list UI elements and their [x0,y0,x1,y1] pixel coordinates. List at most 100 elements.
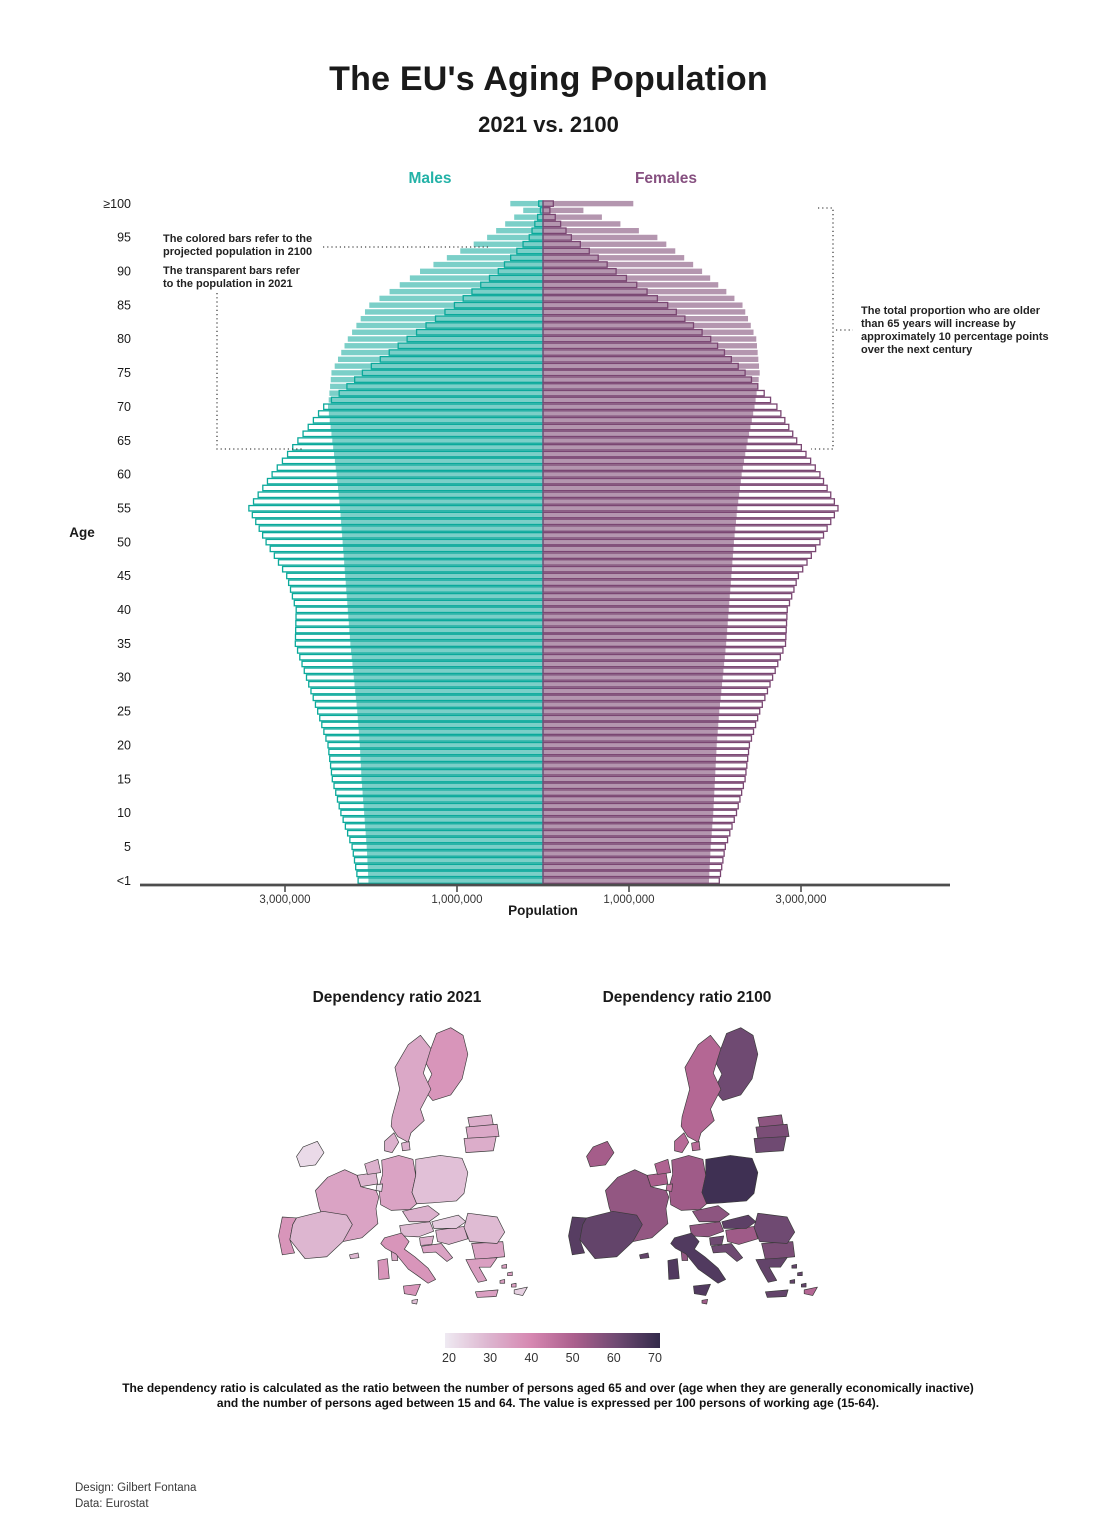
bar-females-2021-age-65 [542,437,798,444]
bar-males-2100-age-6 [366,837,544,843]
bar-females-2100-age-9 [543,816,713,823]
bar-females-2021-age-54 [542,511,836,519]
map-2021-country-slovakia [431,1214,467,1229]
bar-females-2021-age-73 [542,383,759,390]
bar-females-2021-age-6 [542,836,729,844]
age-tick-label-90: 90 [117,265,131,279]
bar-males-2100-age-79 [344,343,544,349]
bar-females-2100-age-27 [543,695,721,701]
age-tick-label-55: 55 [117,502,131,516]
bar-females-2021-age-43 [542,586,795,593]
bar-males-2100-age-14 [362,783,543,789]
age-tick-label-85: 85 [117,298,131,312]
bar-females-2021-age-69 [542,410,782,417]
bar-females-2021-age-23 [542,721,757,729]
bar-females-2100-age-16 [543,769,716,775]
bar-females-2021-age-71 [542,396,772,404]
bar-females-2100-age-85 [543,302,743,308]
bar-females-2021-age-67 [542,423,790,431]
bar-females-2021-age-40 [542,606,788,614]
bar-males-2100-age-86 [379,295,543,302]
bar-females-2021-age-92 [542,254,599,262]
bar-females-2021-age-2 [542,863,723,871]
bar-males-2100-age-13 [362,789,544,796]
map-2021-country-malta [411,1299,418,1305]
leader-transparent-bars [216,293,304,450]
map-2021-country-slovenia [419,1235,435,1246]
map-2021-country-latvia [465,1123,500,1139]
x-tick-label: 3,000,000 [775,894,826,906]
bar-males-2100-age-50 [342,539,543,545]
bar-males-2100-age-69 [328,410,543,417]
bar-males-2100-age-42 [346,593,543,599]
bar-males-2100-age-25 [357,708,543,715]
bar-females-2021-age-22 [542,728,755,736]
bar-females-2021-age-25 [542,708,761,715]
bar-females-2100-age-57 [543,492,740,498]
bar-females-2021-age-24 [542,714,759,722]
bar-males-2100-age-23 [358,722,544,728]
bar-females-2021-age-80 [542,335,712,343]
bar-females-2100-age-44 [543,580,731,586]
bar-females-2021-age-47 [542,559,808,566]
bar-females-2021-age-66 [542,430,794,438]
bar-males-2100-age-4 [367,850,544,857]
map-2021-country-hungary [435,1226,469,1245]
bar-males-2100-age-100 [510,200,543,207]
bar-females-2021-age-28 [542,687,769,695]
bar-females-2100-age-31 [543,668,724,674]
age-tick-label-40: 40 [117,603,131,617]
bar-females-2021-age-49 [542,545,817,553]
bar-males-2100-age-57 [338,492,544,498]
bar-females-2021-age-56 [542,498,836,505]
bar-females-2100-age-29 [543,681,723,687]
bar-males-2100-age-89 [409,275,544,281]
bar-females-2021-age-81 [542,328,703,336]
bar-females-2021-age-85 [542,301,669,309]
map-2100-country-czechia [692,1205,730,1223]
bar-males-2100-age-8 [365,823,544,830]
bar-females-2100-age-24 [543,715,719,721]
bar-females-2100-age-20 [543,742,717,748]
bar-females-2021-age-51 [542,531,825,539]
age-tick-label-35: 35 [117,637,131,651]
bar-females-2021-age-12 [542,796,741,803]
bar-females-2021-age-75 [542,369,746,377]
bar-males-2100-age-32 [352,661,544,667]
bar-females-2100-age-40 [543,607,729,613]
bar-females-2021-age-76 [542,362,739,370]
bar-females-2100-age-88 [543,282,719,288]
bar-males-2100-age-3 [367,857,543,863]
bar-females-2021-age-100 [542,200,554,207]
bar-females-2100-age-80 [543,336,757,342]
bar-females-2021-age-96 [542,227,567,235]
bar-females-2021-age-11 [542,802,739,810]
age-tick-label-20: 20 [117,738,131,752]
males-label: Males [408,170,452,187]
bar-females-2100-age-45 [543,573,732,579]
bar-males-2100-age-61 [335,464,543,471]
map-2021-country-bulgaria [471,1241,506,1260]
bar-males-2100-age-47 [344,559,543,566]
bar-females-2021-age-5 [542,843,726,851]
bar-females-2021-age-94 [542,240,581,248]
bar-females-2021-age-21 [542,735,753,742]
bracket-over-65 [811,207,834,450]
bar-males-2100-age-7 [365,830,543,836]
bar-females-2021-age-36 [542,633,787,641]
map-2021-country-netherlands [364,1158,382,1175]
bar-females-2100-age-73 [543,383,758,390]
bar-females-2100-age-48 [543,552,733,559]
bar-females-2100-age-4 [543,850,711,857]
bar-females-2100-age-83 [543,316,749,322]
bar-females-2100-age-49 [543,546,734,552]
bar-females-2021-age-30 [542,674,774,681]
bar-females-2100-age-54 [543,512,737,518]
bar-females-2100-age-84 [543,309,746,315]
bar-females-2100-age-41 [543,600,730,606]
bar-males-2100-age-21 [359,735,544,742]
bar-males-2100-age-11 [363,803,544,809]
bar-males-2100-age-46 [344,566,544,572]
bar-females-2021-age-46 [542,565,804,573]
bar-females-2100-age-46 [543,566,732,572]
